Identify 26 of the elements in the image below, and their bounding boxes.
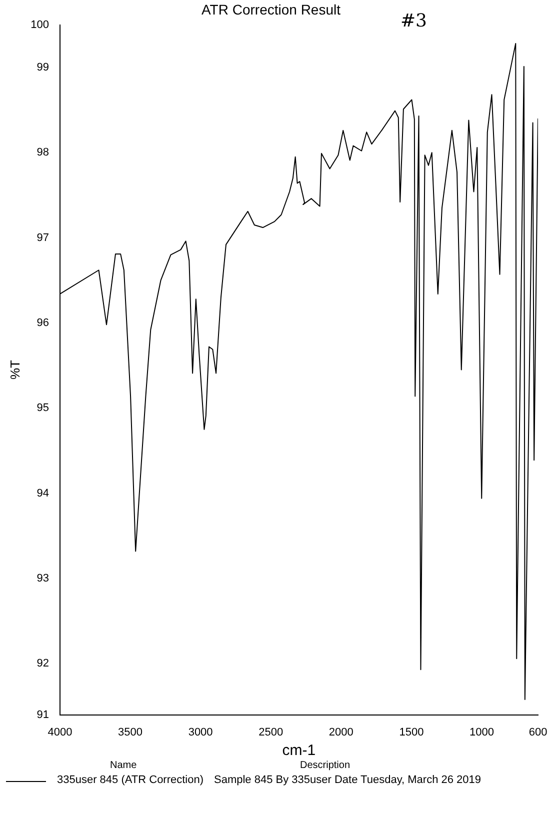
- text: Sample 845 By 335user Date Tuesday, March 26 2019: [214, 774, 482, 786]
- legend-label: 335user 845 (ATR Correction): [57, 774, 204, 786]
- chart-title: ATR Correction Result: [201, 1, 341, 18]
- y-tick-label: 95: [36, 402, 49, 414]
- y-tick-label: 99: [36, 61, 49, 74]
- y-tick-label: 97: [36, 232, 49, 244]
- y-tick-label: 93: [36, 572, 49, 585]
- text: Description: [300, 760, 350, 771]
- y-tick-label: 96: [36, 316, 49, 329]
- y-tick-label: 98: [36, 146, 49, 159]
- text: Name: [110, 760, 137, 771]
- x-tick-label: 1500: [399, 726, 424, 738]
- y-tick-label: 100: [30, 18, 49, 31]
- y-tick-label: 92: [36, 658, 49, 670]
- x-tick-label: 600: [528, 726, 548, 738]
- x-tick-label: 2500: [258, 726, 284, 738]
- x-tick-label: 3500: [118, 726, 142, 738]
- x-tick-label: 4000: [48, 726, 72, 738]
- x-tick-label: 2000: [328, 726, 354, 738]
- annotation: #3: [400, 10, 427, 32]
- x-tick-label: 1000: [470, 726, 494, 738]
- y-tick-label: 91: [36, 708, 49, 721]
- y-axis-title: %T: [7, 360, 22, 380]
- x-axis-title: cm-1: [282, 742, 316, 760]
- y-tick-label: 94: [36, 487, 49, 500]
- x-tick-label: 3000: [188, 726, 213, 738]
